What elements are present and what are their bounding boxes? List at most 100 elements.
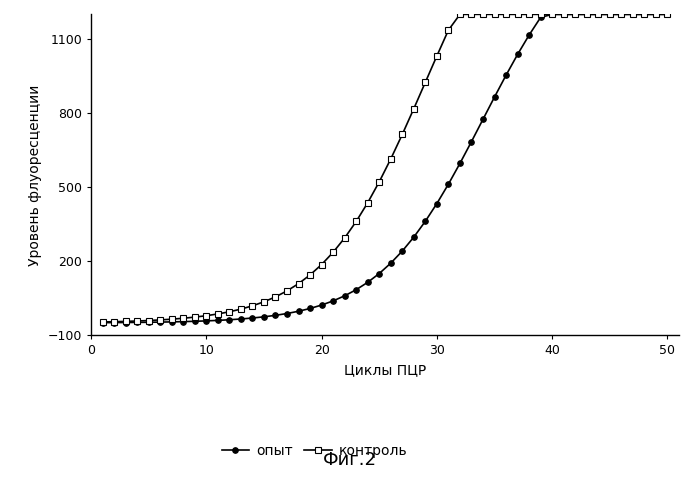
опыт: [548, 11, 556, 17]
опыт: [502, 72, 510, 78]
опыт: [386, 260, 395, 266]
контроль: [260, 299, 268, 305]
контроль: [536, 11, 545, 17]
контроль: [617, 11, 626, 17]
опыт: [456, 160, 464, 166]
опыт: [190, 319, 199, 324]
контроль: [548, 11, 556, 17]
опыт: [398, 248, 407, 254]
опыт: [156, 319, 164, 325]
опыт: [272, 312, 280, 318]
опыт: [479, 116, 487, 122]
опыт: [317, 302, 326, 308]
опыт: [433, 201, 441, 206]
контроль: [237, 306, 245, 312]
опыт: [617, 11, 626, 17]
контроль: [190, 314, 199, 320]
контроль: [202, 313, 211, 319]
контроль: [110, 319, 118, 325]
контроль: [283, 288, 291, 294]
контроль: [652, 11, 660, 17]
контроль: [133, 318, 141, 324]
контроль: [444, 27, 453, 33]
опыт: [664, 11, 672, 17]
опыт: [594, 11, 603, 17]
опыт: [513, 52, 522, 57]
контроль: [179, 315, 188, 321]
опыт: [444, 181, 453, 187]
контроль: [433, 53, 441, 59]
контроль: [456, 11, 464, 17]
опыт: [490, 94, 498, 100]
опыт: [110, 319, 118, 325]
контроль: [98, 319, 106, 325]
опыт: [144, 319, 153, 325]
опыт: [121, 319, 130, 325]
контроль: [559, 11, 568, 17]
контроль: [398, 132, 407, 137]
контроль: [468, 11, 476, 17]
опыт: [606, 11, 614, 17]
контроль: [490, 11, 498, 17]
контроль: [479, 11, 487, 17]
опыт: [214, 318, 222, 323]
опыт: [260, 314, 268, 319]
контроль: [340, 235, 349, 241]
контроль: [225, 309, 234, 315]
опыт: [582, 11, 591, 17]
опыт: [536, 14, 545, 20]
опыт: [248, 315, 257, 321]
опыт: [352, 287, 361, 293]
контроль: [329, 250, 337, 255]
опыт: [468, 139, 476, 145]
контроль: [214, 311, 222, 317]
опыт: [363, 279, 372, 285]
опыт: [306, 306, 314, 311]
опыт: [179, 319, 188, 324]
контроль: [317, 262, 326, 267]
контроль: [375, 179, 384, 185]
опыт: [652, 11, 660, 17]
контроль: [294, 281, 302, 286]
опыт: [421, 218, 430, 224]
опыт: [283, 310, 291, 316]
контроль: [582, 11, 591, 17]
контроль: [606, 11, 614, 17]
Y-axis label: Уровень флуоресценции: Уровень флуоресценции: [28, 84, 42, 265]
контроль: [571, 11, 580, 17]
контроль: [629, 11, 637, 17]
опыт: [629, 11, 637, 17]
контроль: [513, 11, 522, 17]
контроль: [664, 11, 672, 17]
опыт: [133, 319, 141, 325]
контроль: [352, 218, 361, 224]
контроль: [306, 272, 314, 278]
опыт: [525, 32, 533, 38]
опыт: [225, 317, 234, 323]
Line: опыт: опыт: [100, 11, 670, 325]
контроль: [156, 317, 164, 323]
опыт: [559, 11, 568, 17]
контроль: [248, 303, 257, 308]
Line: контроль: контроль: [100, 11, 670, 325]
опыт: [375, 271, 384, 276]
контроль: [410, 106, 418, 112]
X-axis label: Циклы ПЦР: Циклы ПЦР: [344, 363, 426, 377]
опыт: [167, 319, 176, 325]
контроль: [640, 11, 649, 17]
контроль: [167, 316, 176, 322]
Text: Фиг.2: Фиг.2: [323, 451, 377, 469]
опыт: [571, 11, 580, 17]
контроль: [121, 319, 130, 324]
опыт: [202, 318, 211, 324]
контроль: [272, 294, 280, 300]
опыт: [640, 11, 649, 17]
контроль: [386, 156, 395, 162]
контроль: [525, 11, 533, 17]
опыт: [237, 316, 245, 322]
опыт: [329, 298, 337, 304]
контроль: [594, 11, 603, 17]
опыт: [410, 234, 418, 240]
контроль: [144, 318, 153, 323]
опыт: [294, 308, 302, 314]
